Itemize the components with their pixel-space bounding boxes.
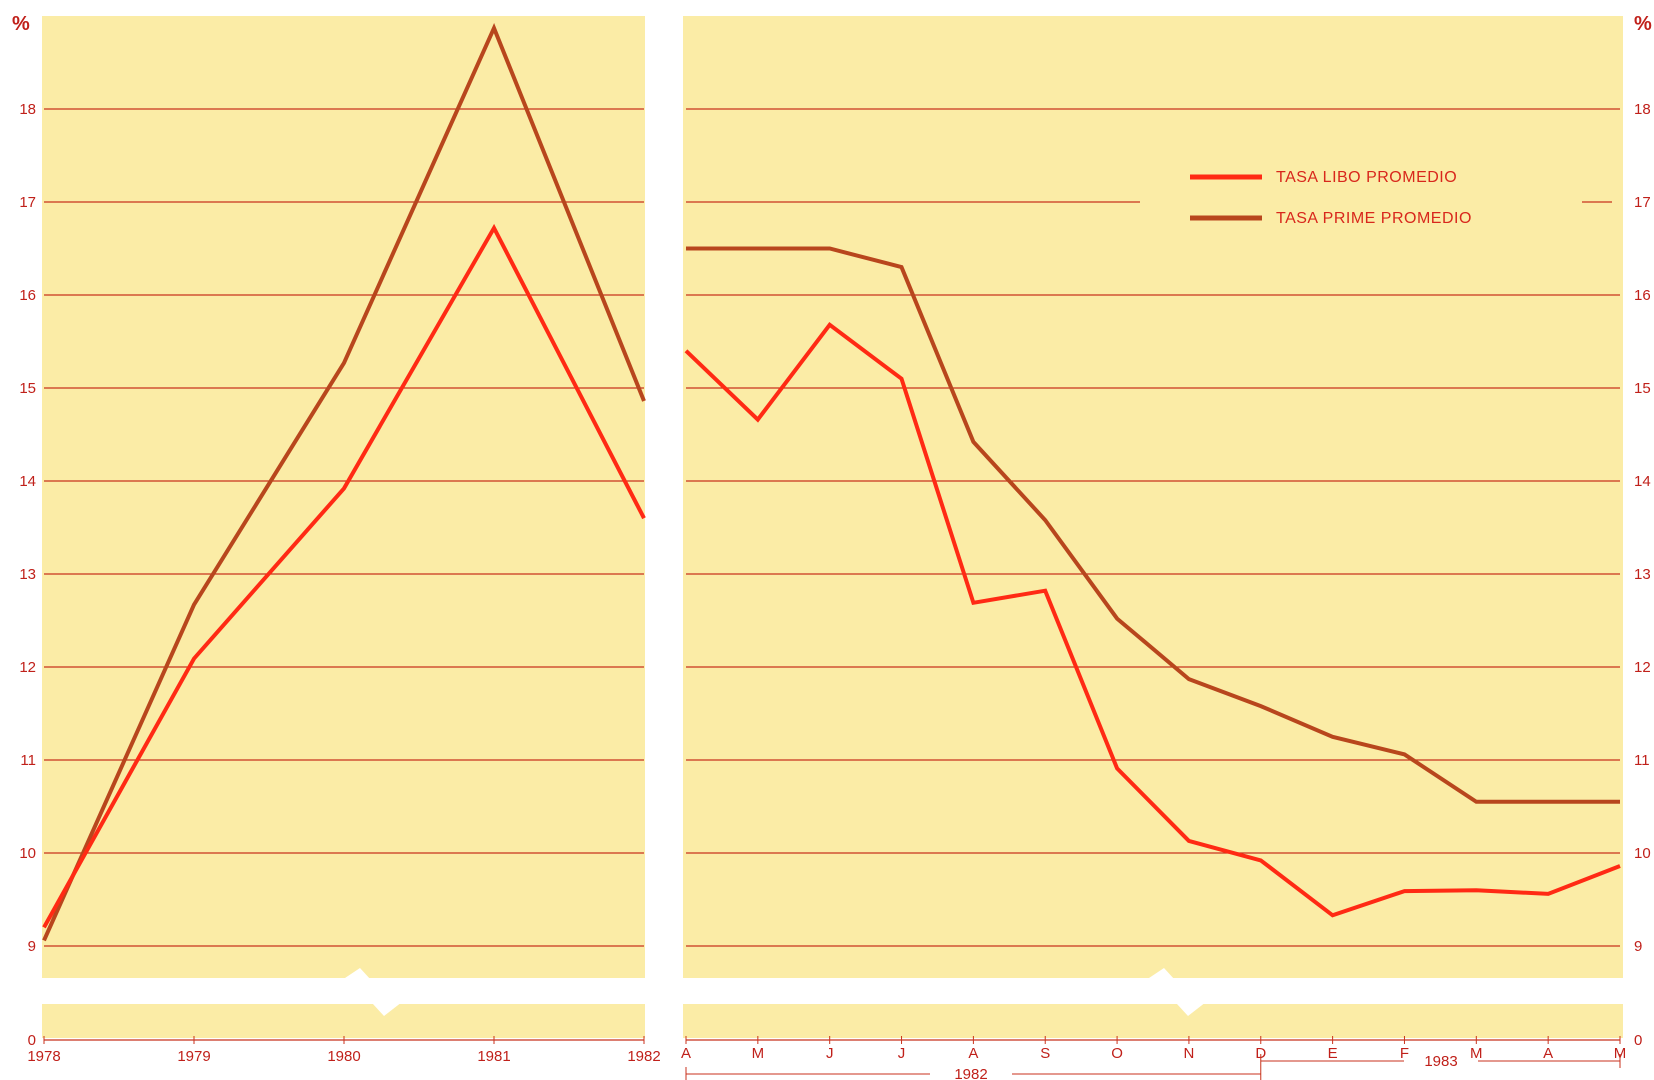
x-tick-label: O	[1111, 1045, 1123, 1062]
x-tick-label: 1982	[627, 1048, 660, 1065]
x-tick-label: E	[1328, 1045, 1338, 1062]
x-tick-label: A	[968, 1045, 978, 1062]
x-tick-label: M	[752, 1045, 765, 1062]
right-chart-panel: 0 9 10 11 12 13 14 15 16 17 18% A M J J A S O N D E F M A M 1982 1…	[681, 13, 1652, 1080]
plot-area-lower	[683, 1004, 1623, 1038]
x-tick-label: M	[1614, 1045, 1627, 1062]
y-tick-label: 12	[19, 659, 36, 676]
x-tick-label: M	[1470, 1045, 1483, 1062]
x-tick-label: S	[1040, 1045, 1050, 1062]
x-tick-label: 1980	[327, 1048, 360, 1065]
x-tick-label: D	[1255, 1045, 1266, 1062]
x-tick-label: J	[826, 1045, 834, 1062]
plot-area-lower	[42, 1004, 645, 1038]
plot-area-upper	[683, 16, 1623, 978]
y-tick-label: 16	[19, 287, 36, 304]
y-tick-label: 0	[1634, 1032, 1642, 1049]
x-tick-label: F	[1400, 1045, 1409, 1062]
y-tick-label: 10	[1634, 845, 1651, 862]
y-tick-label: 9	[1634, 938, 1642, 955]
x-tick-label: A	[681, 1045, 691, 1062]
y-tick-label: 11	[20, 752, 36, 769]
x-tick-label: J	[898, 1045, 906, 1062]
x-tick-label: N	[1184, 1045, 1195, 1062]
y-tick-label: 18	[19, 101, 36, 118]
y-tick-label: 12	[1634, 659, 1651, 676]
y-tick-label: 11	[1634, 752, 1650, 769]
y-tick-label: 14	[1634, 473, 1651, 490]
y-tick-label: 13	[1634, 566, 1651, 583]
axis-break-notch	[1146, 968, 1206, 1016]
series-line-tasa-prime-promedio	[42, 22, 646, 942]
y-tick-label: 17	[19, 194, 36, 211]
x-tick-label: 1981	[477, 1048, 510, 1065]
year-label: 1982	[954, 1066, 987, 1080]
y-tick-label: 16	[1634, 287, 1651, 304]
x-tick-label: A	[1543, 1045, 1553, 1062]
series-line-tasa-prime-promedio	[686, 246, 1620, 804]
series-line-tasa-libo-promedio	[42, 223, 646, 929]
y-tick-label: 17	[1634, 194, 1651, 211]
x-tick-label: 1978	[27, 1048, 60, 1065]
y-tick-label: 15	[19, 380, 36, 397]
plot-area-upper	[42, 16, 645, 978]
y-unit-label: %	[12, 13, 30, 35]
left-chart-panel: 0 9 10 11 12 13 14 15 16 17 18% 1978 1979 1980 1981 198…	[12, 13, 661, 1065]
year-label: 1983	[1424, 1053, 1457, 1070]
legend: TASA LIBO PROMEDIO TASA PRIME PROMEDIO	[1190, 169, 1472, 227]
legend-label-prime: TASA PRIME PROMEDIO	[1276, 210, 1472, 227]
y-unit-label: %	[1634, 13, 1652, 35]
y-tick-label: 14	[19, 473, 36, 490]
legend-label-libo: TASA LIBO PROMEDIO	[1276, 169, 1457, 186]
y-tick-label: 13	[19, 566, 36, 583]
y-tick-label: 15	[1634, 380, 1651, 397]
series-line-tasa-libo-promedio	[684, 322, 1621, 918]
y-tick-label: 0	[28, 1032, 36, 1049]
y-tick-label: 9	[28, 938, 36, 955]
y-tick-label: 10	[19, 845, 36, 862]
y-tick-label: 18	[1634, 101, 1651, 118]
x-tick-label: 1979	[177, 1048, 210, 1065]
axis-break-notch	[342, 968, 402, 1016]
